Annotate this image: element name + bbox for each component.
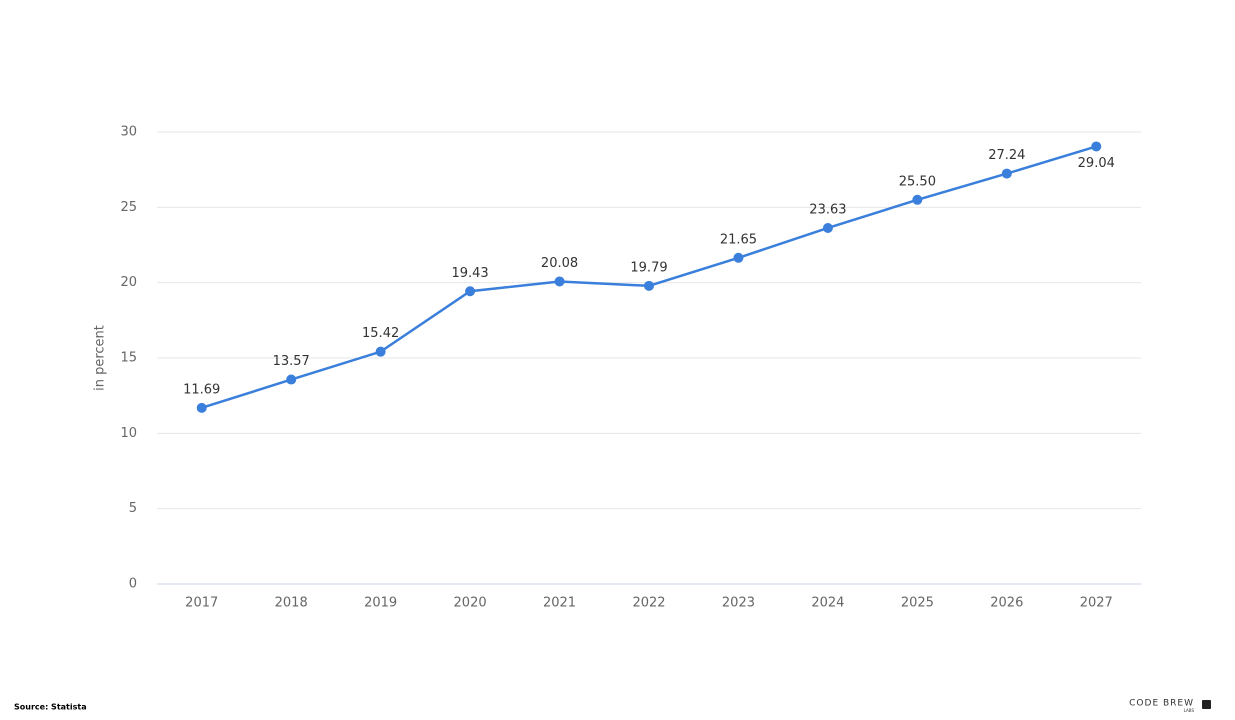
x-tick-label: 2017 (185, 596, 218, 611)
point (465, 286, 476, 297)
point (1001, 168, 1012, 179)
point (1091, 141, 1102, 152)
logo-text: CODE BREW (1129, 699, 1194, 709)
logo-icon (1202, 700, 1211, 709)
y-tick-label: 30 (120, 125, 137, 140)
x-tick-label: 2021 (543, 596, 576, 611)
point (554, 276, 565, 287)
data-label: 21.65 (720, 232, 757, 247)
x-tick-label: 2018 (275, 596, 308, 611)
data-label: 13.57 (273, 354, 310, 369)
y-tick-label: 25 (120, 200, 137, 215)
point (912, 194, 923, 205)
line (201, 145, 1097, 410)
point (375, 346, 386, 357)
x-tick-label: 2027 (1080, 596, 1113, 611)
point (644, 280, 654, 291)
y-tick-label: 0 (129, 577, 137, 592)
data-label: 27.24 (988, 148, 1025, 163)
data-label: 23.63 (809, 202, 846, 217)
data-label: 20.08 (541, 256, 578, 271)
x-tick-label: 2020 (454, 596, 487, 611)
data-label: 29.04 (1078, 156, 1115, 171)
x-tick-label: 2024 (811, 596, 844, 611)
data-label: 25.50 (899, 174, 936, 189)
y-tick-label: 15 (120, 351, 137, 366)
data-label: 15.42 (362, 326, 399, 341)
point (286, 374, 297, 385)
source-note: Source: Statista (14, 703, 87, 712)
point (733, 252, 744, 263)
data-label: 19.79 (630, 260, 667, 275)
y-tick-label: 10 (120, 426, 137, 441)
x-tick-label: 2025 (901, 596, 934, 611)
x-tick-label: 2022 (632, 596, 665, 611)
data-label: 11.69 (183, 382, 220, 397)
x-tick-label: 2023 (722, 596, 755, 611)
logo-subtext: LABS (1184, 708, 1195, 713)
data-label: 19.43 (451, 266, 488, 281)
y-tick-label: 20 (120, 275, 137, 290)
x-tick-label: 2019 (364, 596, 397, 611)
y-axis-title: in percent (93, 325, 108, 391)
point (196, 402, 207, 413)
y-tick-label: 5 (129, 501, 137, 516)
point (822, 222, 833, 233)
x-tick-label: 2026 (990, 596, 1023, 611)
